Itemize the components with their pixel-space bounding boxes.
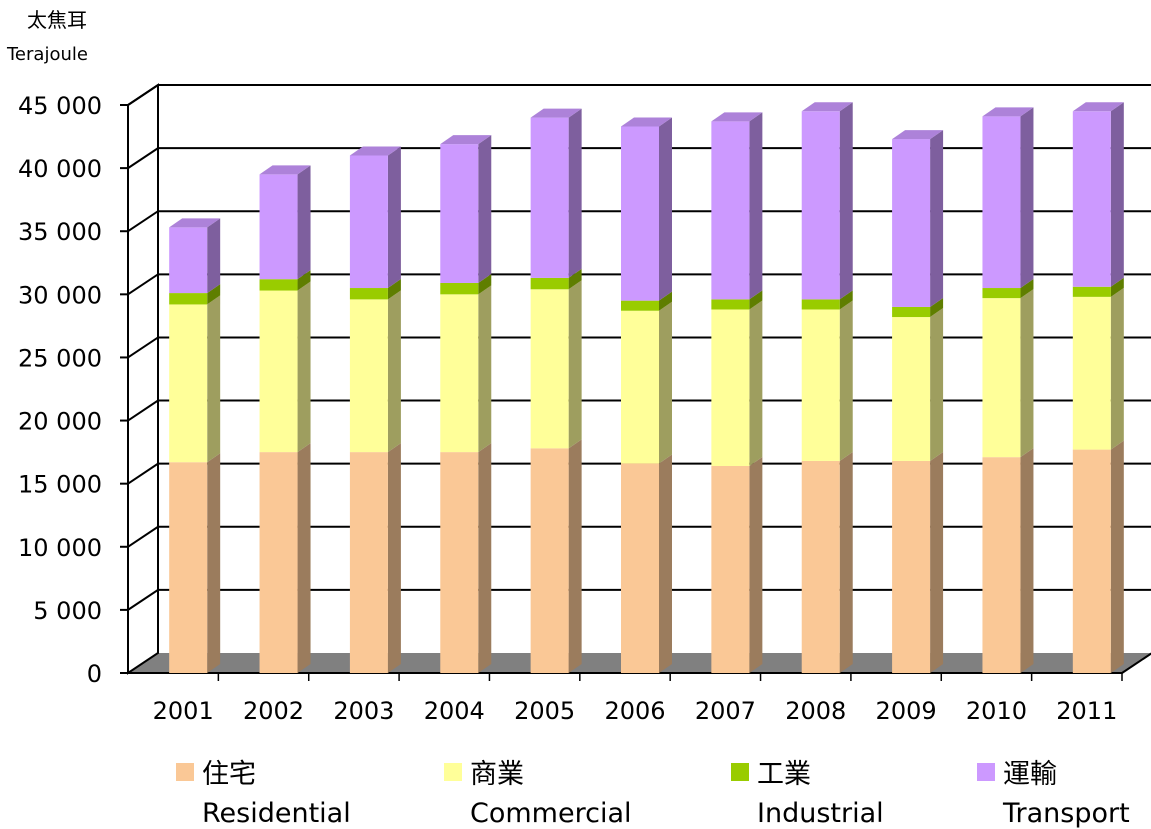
bar-segment bbox=[982, 448, 1034, 673]
bar-segment bbox=[1072, 287, 1124, 450]
floor-right-edge bbox=[1121, 652, 1151, 674]
x-tick-label: 2009 bbox=[876, 697, 937, 725]
bar-segment bbox=[1072, 102, 1124, 287]
bar-segment bbox=[169, 453, 221, 673]
x-tick-label: 2011 bbox=[1056, 697, 1117, 725]
legend-label-zh: 運輸 bbox=[1003, 759, 1057, 790]
bar-segment bbox=[1072, 277, 1124, 297]
bar-segment bbox=[440, 135, 492, 283]
bar-segment bbox=[892, 451, 944, 673]
bar-segment bbox=[440, 443, 492, 673]
bar-segment bbox=[711, 112, 763, 300]
y-tick-label: 45 000 bbox=[18, 92, 102, 120]
legend-label-zh: 住宅 bbox=[202, 759, 256, 790]
bar-segment bbox=[349, 443, 401, 673]
gridline bbox=[127, 84, 1151, 106]
y-unit-label-zh: 太焦耳 bbox=[27, 8, 87, 32]
bar-segment bbox=[440, 273, 492, 295]
legend-swatch bbox=[977, 763, 995, 781]
legend-label-en: Industrial bbox=[757, 798, 884, 829]
bar-segment bbox=[259, 270, 311, 291]
x-tick-label: 2010 bbox=[966, 697, 1027, 725]
legend-item: 住宅 Residential bbox=[176, 759, 351, 829]
bar-segment bbox=[711, 290, 763, 310]
legend: 住宅 Residential 商業 Commercial 工業 Industrial 運輸 T… bbox=[176, 759, 1130, 829]
y-tick-label: 10 000 bbox=[18, 534, 102, 562]
bars bbox=[169, 102, 1124, 673]
bar-segment bbox=[259, 281, 311, 453]
y-tick-label: 0 bbox=[87, 660, 102, 688]
x-axis-ticks: 2001 2002 2003 2004 2005 2006 2007 2008 2009 2010… bbox=[153, 673, 1123, 725]
x-tick-label: 2004 bbox=[424, 697, 485, 725]
bar-segment bbox=[801, 300, 853, 461]
legend-label-zh: 商業 bbox=[470, 759, 524, 790]
y-axis-ticks: 0 5 000 10 000 15 000 20 000 25 000 30 000 35 0… bbox=[18, 92, 128, 688]
bar-segment bbox=[621, 454, 672, 673]
x-tick-label: 2007 bbox=[695, 697, 756, 725]
bar-segment bbox=[801, 290, 853, 310]
legend-label-en: Commercial bbox=[470, 798, 632, 829]
legend-label-en: Residential bbox=[202, 798, 351, 829]
bar-segment bbox=[621, 301, 672, 464]
x-tick-label: 2008 bbox=[785, 697, 846, 725]
bar-segment bbox=[711, 300, 763, 466]
bar-segment bbox=[892, 130, 944, 307]
bar-segment bbox=[892, 308, 944, 461]
x-tick-label: 2001 bbox=[153, 697, 214, 725]
legend-label-en: Transport bbox=[1002, 798, 1130, 829]
y-tick-label: 15 000 bbox=[18, 471, 102, 499]
bar-segment bbox=[711, 456, 763, 673]
bar-segment bbox=[169, 218, 221, 294]
bar-segment bbox=[530, 108, 582, 278]
bar-segment bbox=[349, 279, 401, 300]
legend-swatch bbox=[731, 763, 749, 781]
bar-segment bbox=[349, 146, 401, 289]
bar-segment bbox=[259, 443, 311, 673]
side-wall bbox=[127, 83, 159, 675]
bar-segment bbox=[1072, 440, 1124, 673]
y-tick-label: 20 000 bbox=[18, 408, 102, 436]
y-tick-label: 35 000 bbox=[18, 218, 102, 246]
bar-segment bbox=[440, 285, 492, 453]
y-tick-label: 30 000 bbox=[18, 281, 102, 309]
legend-item: 商業 Commercial bbox=[444, 759, 632, 829]
bar-segment bbox=[801, 102, 853, 300]
legend-item: 運輸 Transport bbox=[977, 759, 1130, 829]
bar-segment bbox=[982, 107, 1034, 289]
y-tick-label: 5 000 bbox=[33, 597, 102, 625]
bar-segment bbox=[892, 297, 944, 318]
bar-segment bbox=[169, 284, 221, 305]
legend-label-zh: 工業 bbox=[757, 759, 811, 790]
bar-segment bbox=[530, 268, 582, 290]
bar-segment bbox=[621, 117, 672, 301]
bar-segment bbox=[530, 439, 582, 673]
bar-segment bbox=[349, 290, 401, 453]
legend-swatch bbox=[444, 763, 462, 781]
bar-segment bbox=[801, 451, 853, 673]
y-tick-label: 25 000 bbox=[18, 344, 102, 372]
x-tick-label: 2003 bbox=[333, 697, 394, 725]
x-tick-label: 2005 bbox=[514, 697, 575, 725]
bar-segment bbox=[982, 289, 1034, 458]
bar-segment bbox=[169, 295, 221, 463]
legend-swatch bbox=[176, 763, 194, 781]
y-tick-label: 40 000 bbox=[18, 155, 102, 183]
bar-segment bbox=[982, 279, 1034, 299]
bar-segment bbox=[621, 291, 672, 311]
y-unit-label-en: Terajoule bbox=[6, 44, 88, 65]
bar-segment bbox=[530, 280, 582, 449]
legend-item: 工業 Industrial bbox=[731, 759, 884, 829]
bar-segment bbox=[259, 165, 311, 280]
x-tick-label: 2002 bbox=[243, 697, 304, 725]
x-tick-label: 2006 bbox=[604, 697, 665, 725]
